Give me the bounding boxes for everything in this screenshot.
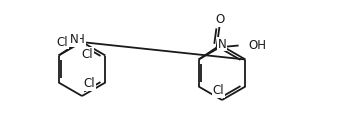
- Text: Cl: Cl: [56, 35, 68, 48]
- Text: N: N: [70, 33, 79, 46]
- Text: Cl: Cl: [84, 77, 95, 90]
- Text: O: O: [215, 13, 224, 26]
- Text: Cl: Cl: [213, 84, 224, 97]
- Text: H: H: [76, 33, 85, 46]
- Text: Cl: Cl: [82, 48, 93, 61]
- Text: OH: OH: [249, 39, 267, 52]
- Text: N: N: [217, 38, 226, 51]
